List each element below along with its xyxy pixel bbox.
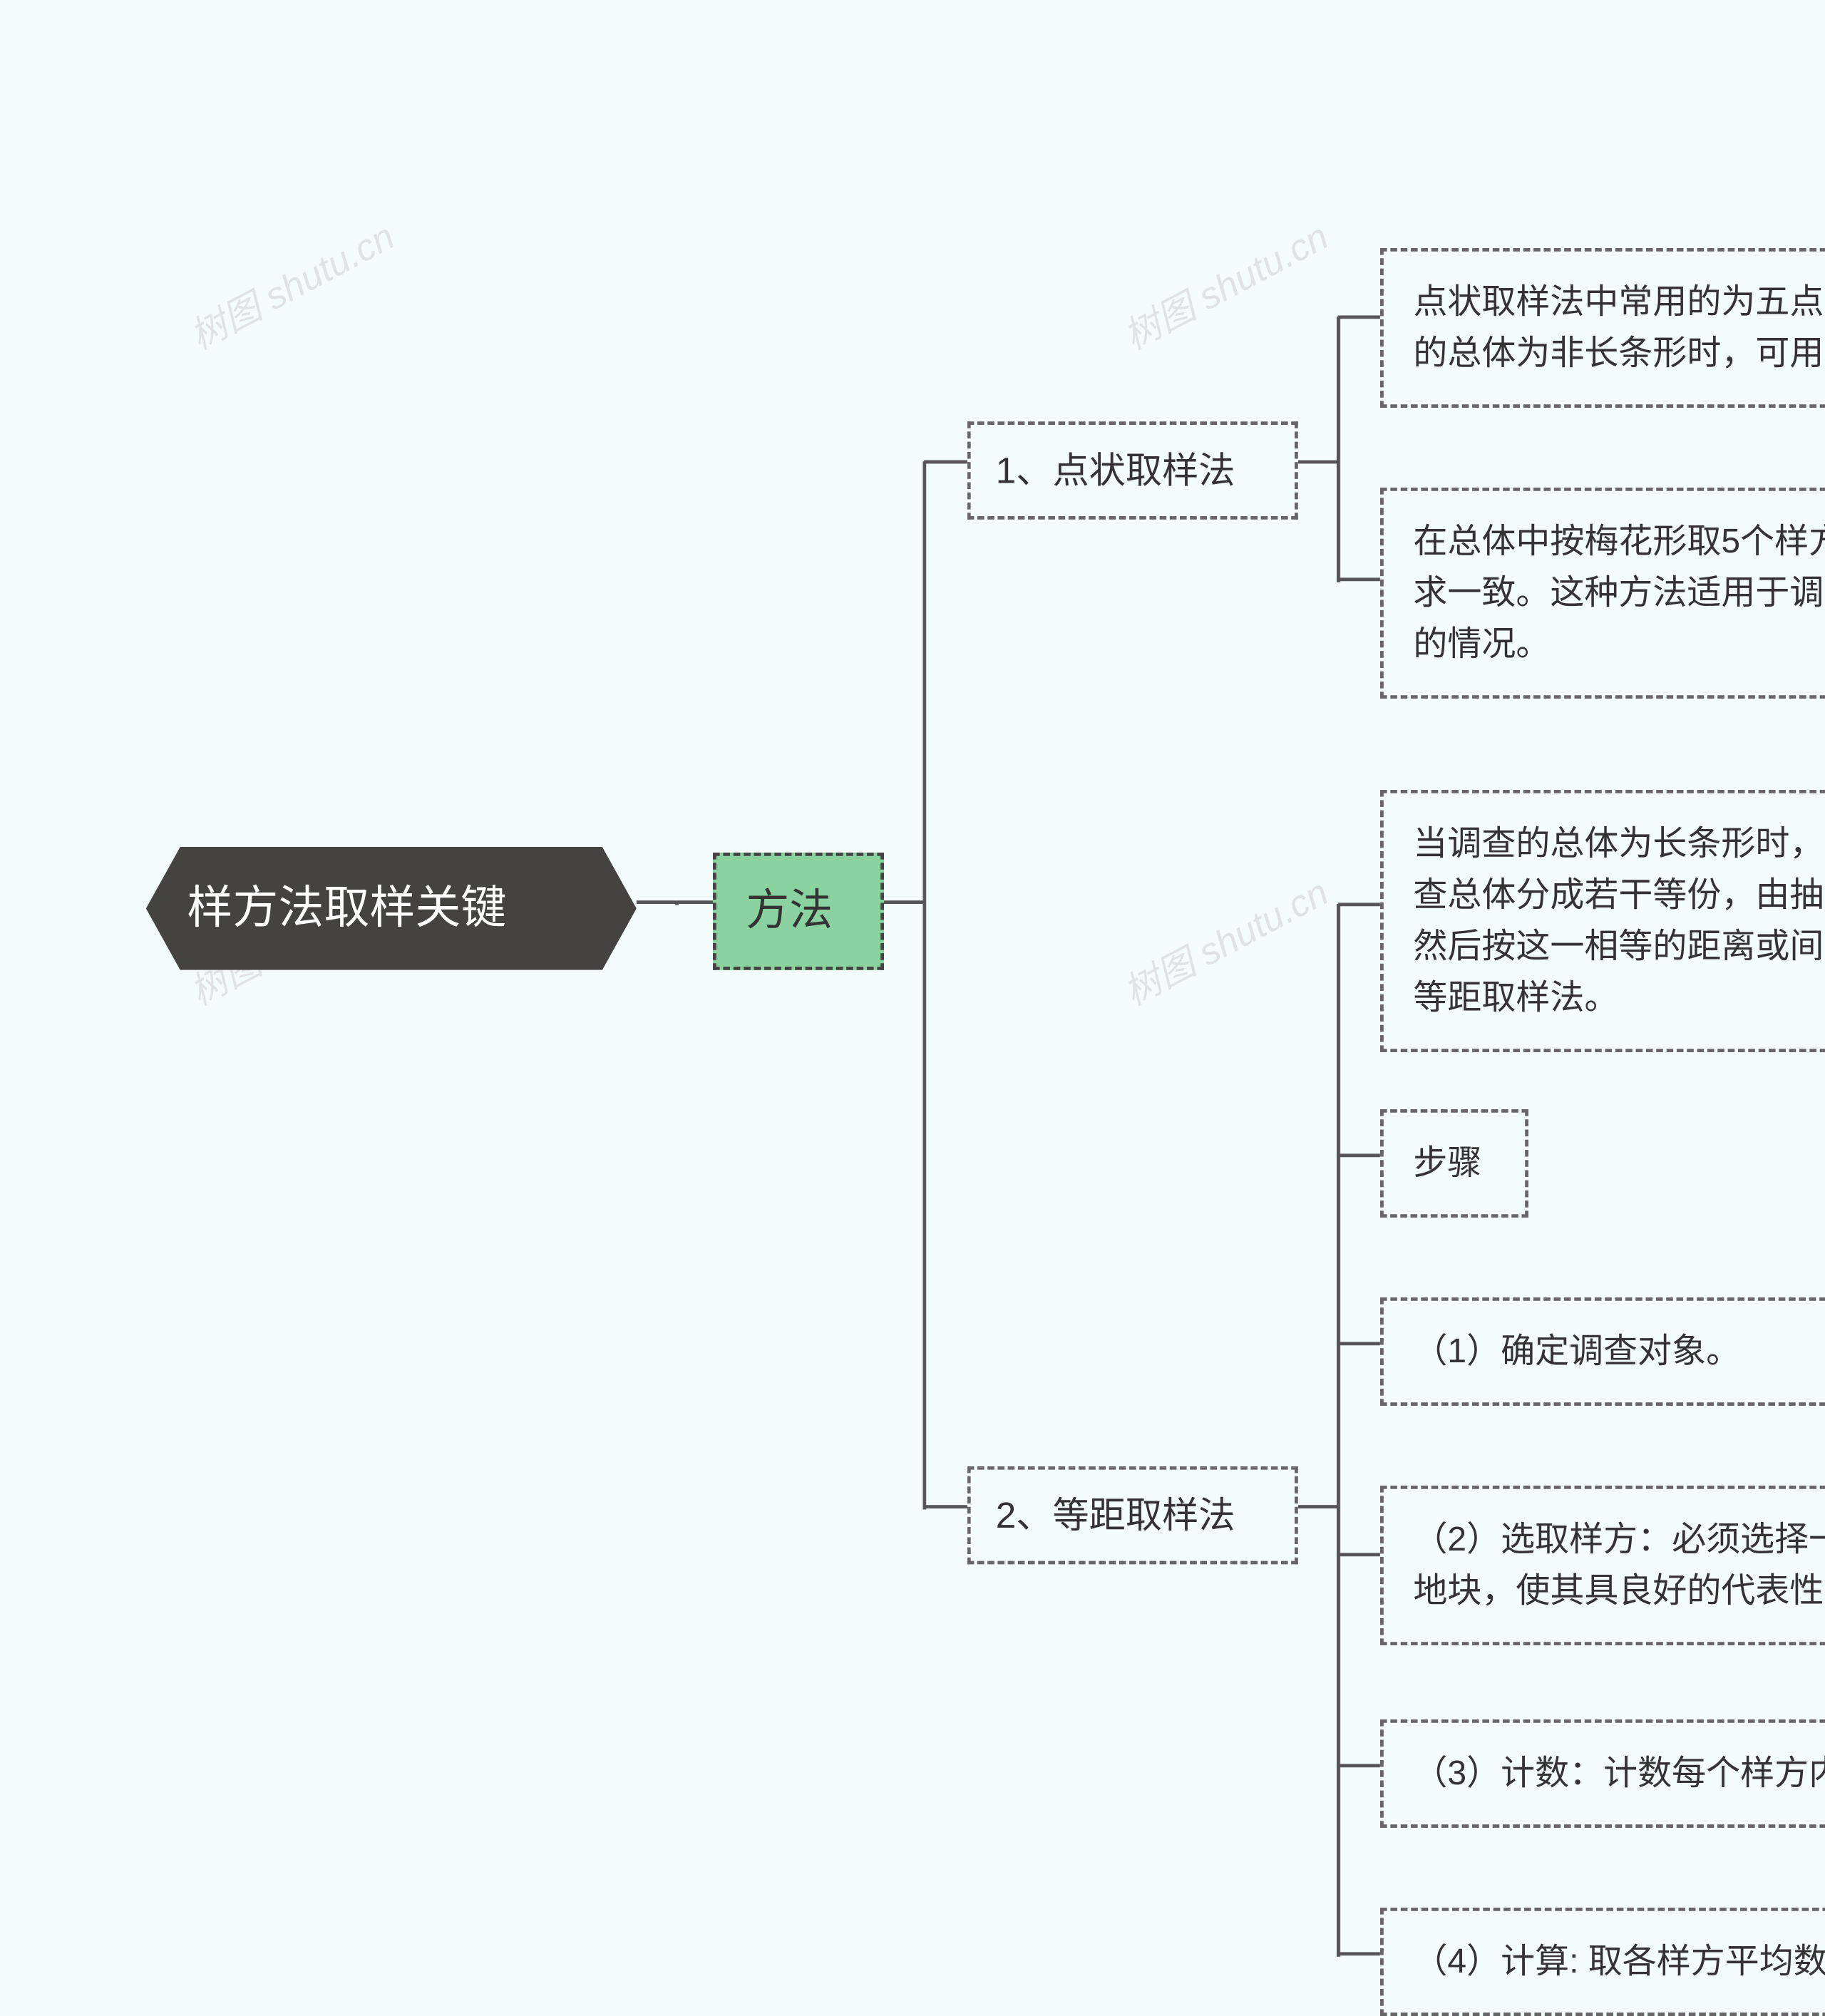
connector bbox=[1338, 1764, 1380, 1767]
connector bbox=[1338, 1153, 1380, 1157]
leaf-l4[interactable]: 步骤 bbox=[1380, 1109, 1528, 1218]
branch-equidistant-sampling[interactable]: 2、等距取样法 bbox=[967, 1466, 1298, 1565]
leaf-l7[interactable]: （3）计数：计数每个样方内该种群数量. bbox=[1380, 1719, 1825, 1828]
leaf-l1[interactable]: 点状取样法中常用的为五点取样法，如图A，当调查的总体为非长条形时，可用此法取样。 bbox=[1380, 248, 1825, 408]
watermark: 树图 shutu.cn bbox=[1113, 207, 1336, 359]
connector bbox=[677, 900, 713, 904]
connector bbox=[924, 461, 967, 464]
method-node[interactable]: 方法 bbox=[713, 853, 884, 970]
connector bbox=[1337, 904, 1340, 1957]
leaf-l3[interactable]: 当调查的总体为长条形时，可用等距取样法，先将调查总体分成若干等份，由抽样比率决定… bbox=[1380, 790, 1825, 1052]
connector bbox=[1338, 1553, 1380, 1556]
connector bbox=[1338, 577, 1380, 581]
connector bbox=[637, 900, 677, 904]
connector bbox=[1298, 1505, 1338, 1508]
connector bbox=[1298, 461, 1338, 464]
connector bbox=[922, 461, 926, 1509]
root-node[interactable]: 样方法取样关键 bbox=[146, 847, 637, 970]
watermark: 树图 shutu.cn bbox=[179, 207, 402, 359]
leaf-l6[interactable]: （2）选取样方：必须选择一个该种群分布较均匀的地块，使其具良好的代表性。 bbox=[1380, 1486, 1825, 1645]
connector bbox=[924, 1505, 967, 1508]
connector bbox=[1338, 315, 1380, 319]
leaf-l2[interactable]: 在总体中按梅花形取5个样方，每个样方的长和宽要求一致。这种方法适用于调查植物个体… bbox=[1380, 488, 1825, 699]
connector bbox=[884, 900, 924, 904]
branch-point-sampling[interactable]: 1、点状取样法 bbox=[967, 421, 1298, 520]
connector bbox=[1338, 902, 1380, 906]
connector bbox=[1338, 1952, 1380, 1955]
connector bbox=[1338, 1342, 1380, 1345]
watermark: 树图 shutu.cn bbox=[1113, 863, 1336, 1015]
connector bbox=[1337, 317, 1340, 582]
leaf-l5[interactable]: （1）确定调查对象。 bbox=[1380, 1297, 1825, 1406]
leaf-l8[interactable]: （4）计算: 取各样方平均数。 bbox=[1380, 1908, 1825, 2016]
